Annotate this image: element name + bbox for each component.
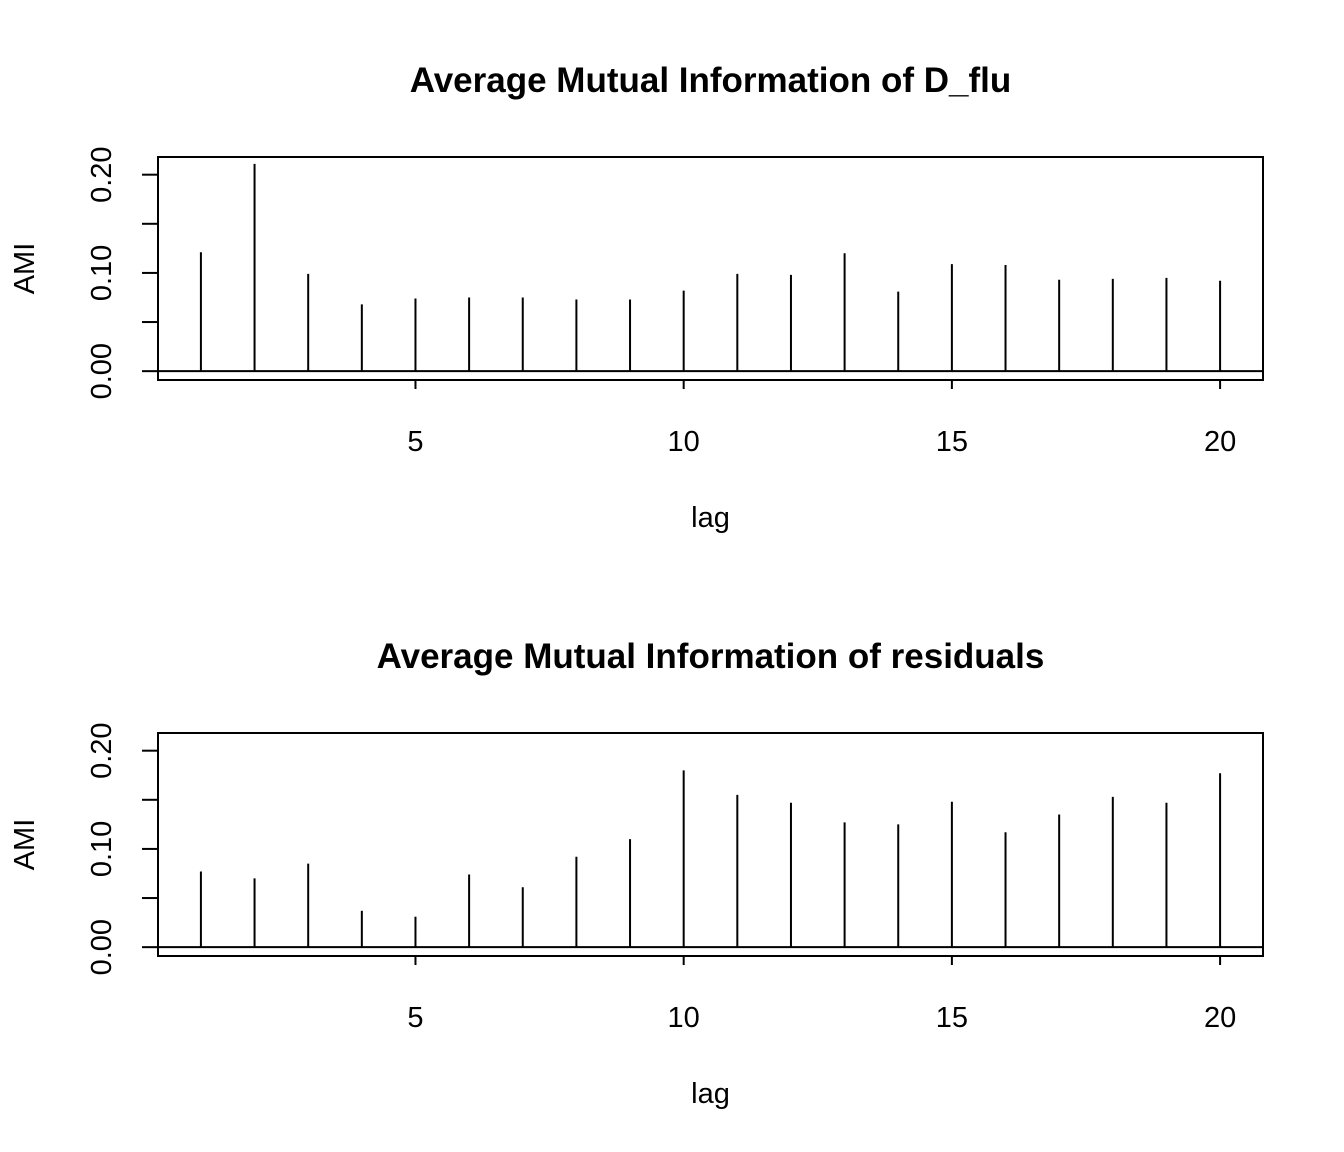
- x-axis-label: lag: [691, 1078, 730, 1110]
- x-tick-label: 10: [668, 1002, 700, 1034]
- y-tick-label: 0.10: [86, 821, 118, 877]
- x-tick-label: 10: [668, 426, 700, 458]
- plot-frame: [157, 732, 1264, 957]
- chart-panel-2: Average Mutual Information of residuals 5…: [9, 637, 1264, 1110]
- y-tick-label: 0.10: [86, 245, 118, 301]
- y-tick-label: 0.20: [86, 722, 118, 778]
- x-tick-label: 20: [1204, 1002, 1236, 1034]
- chart-title: Average Mutual Information of residuals: [377, 637, 1045, 676]
- x-axis-label: lag: [691, 502, 730, 534]
- chart-panel-1: Average Mutual Information of D_flu 5 10 15…: [9, 61, 1264, 534]
- plot-frame: [157, 156, 1264, 381]
- x-tick-label: 15: [936, 426, 968, 458]
- y-tick-label: 0.20: [86, 146, 118, 202]
- x-tick-label: 20: [1204, 426, 1236, 458]
- x-tick-label: 5: [407, 1002, 423, 1034]
- y-axis-label: AMI: [9, 243, 41, 295]
- chart-title: Average Mutual Information of D_flu: [410, 61, 1012, 100]
- x-tick-label: 5: [407, 426, 423, 458]
- x-tick-label: 15: [936, 1002, 968, 1034]
- y-axis-label: AMI: [9, 819, 41, 871]
- y-tick-label: 0.00: [86, 343, 118, 399]
- y-tick-label: 0.00: [86, 919, 118, 975]
